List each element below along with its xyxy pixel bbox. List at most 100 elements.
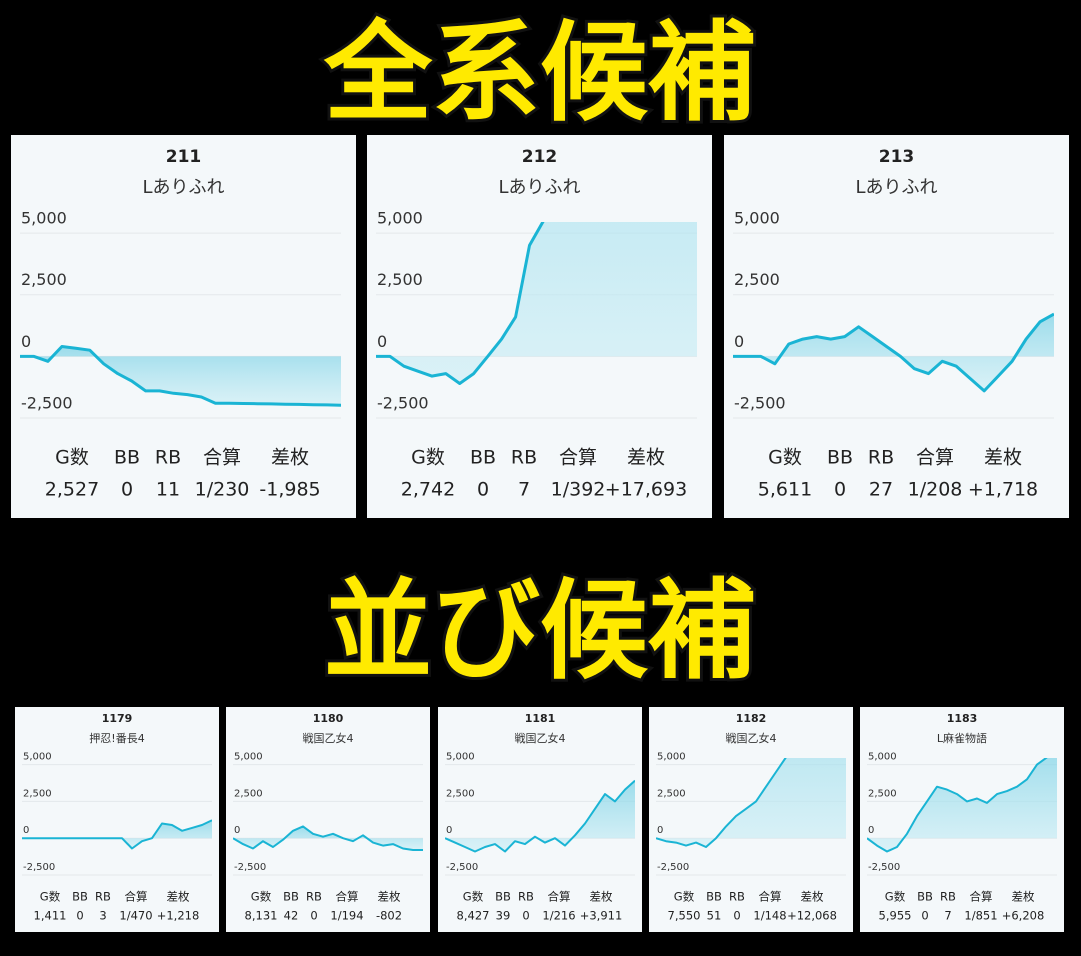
stat-value: -1,985 (259, 479, 320, 501)
stat-header: 差枚 (984, 447, 1022, 469)
stat-value: 7 (518, 479, 530, 501)
stat-header: 差枚 (271, 447, 309, 469)
stat-value: 1/148 (753, 909, 786, 923)
y-tick-label: 5,000 (868, 752, 897, 763)
stat-header: BB (917, 890, 933, 904)
y-tick-label: 0 (377, 332, 387, 351)
stat-value: +3,911 (580, 909, 623, 923)
stat-header: 差枚 (627, 447, 665, 469)
line (20, 345, 341, 407)
stat-header: G数 (885, 890, 906, 904)
chart-title: 1180 (313, 712, 344, 725)
y-tick-label: 2,500 (234, 788, 263, 799)
y-tick-label: 2,500 (734, 270, 780, 289)
stat-value: 5,955 (879, 909, 912, 923)
chart-title: 213 (879, 147, 915, 167)
heading: 並び候補 (324, 569, 756, 694)
y-tick-label: 5,000 (21, 209, 67, 228)
y-tick-label: 0 (446, 825, 452, 836)
stat-value: 11 (156, 479, 180, 501)
stat-value: +1,718 (968, 479, 1038, 501)
stat-header: BB (495, 890, 511, 904)
chart-card: 212 Lありふれ 5,000 2,500 0 -2,500 G数 BB RB 合算 差枚 2,742… (367, 135, 712, 518)
y-tick-label: 5,000 (234, 752, 263, 763)
plot (445, 779, 635, 853)
stat-value: 2,527 (45, 479, 99, 501)
stat-header: 合算 (970, 890, 993, 904)
card-background (226, 707, 430, 932)
stat-header: G数 (674, 890, 695, 904)
chart-subtitle: 戦国乙女4 (726, 731, 777, 745)
chart-title: 1183 (947, 712, 978, 725)
stat-header: BB (72, 890, 88, 904)
stat-header: G数 (40, 890, 61, 904)
y-tick-label: 2,500 (23, 788, 52, 799)
stat-value: +12,068 (787, 909, 837, 923)
stat-value: 2,742 (401, 479, 455, 501)
line (233, 825, 423, 851)
stat-value: 3 (99, 909, 106, 923)
line (376, 222, 545, 385)
area (445, 780, 635, 852)
stat-header: 差枚 (378, 890, 401, 904)
plot (233, 825, 423, 851)
stat-value: 0 (310, 909, 317, 923)
y-tick-label: 5,000 (23, 752, 52, 763)
chart-subtitle: 押忍!番長4 (89, 731, 144, 745)
chart-title: 212 (522, 147, 558, 167)
stat-value: 0 (834, 479, 846, 501)
stat-header: G数 (768, 447, 802, 469)
stat-header: 合算 (125, 890, 148, 904)
line (22, 819, 212, 850)
stat-value: 0 (733, 909, 740, 923)
chart-subtitle: Lありふれ (142, 177, 224, 198)
line (445, 779, 635, 853)
stat-header: RB (729, 890, 745, 904)
y-tick-label: 5,000 (734, 209, 780, 228)
plot (376, 222, 697, 385)
line (656, 758, 787, 848)
stat-header: 差枚 (1012, 890, 1035, 904)
y-tick-label: -2,500 (234, 862, 266, 873)
chart-card: 1183 L麻雀物語 5,000 2,500 0 -2,500 G数 BB RB 合算 差枚 5,95… (860, 707, 1064, 932)
stat-value: 8,131 (245, 909, 278, 923)
stat-value: 1/230 (195, 479, 250, 501)
chart-card: 211 Lありふれ 5,000 2,500 0 -2,500 G数 BB RB 合算 差枚 2,527… (11, 135, 356, 518)
stat-header: 合算 (759, 890, 782, 904)
stat-header: BB (470, 447, 496, 469)
y-tick-label: 2,500 (657, 788, 686, 799)
stat-value: 1/194 (330, 909, 363, 923)
plot (22, 819, 212, 850)
stat-header: BB (114, 447, 140, 469)
chart-card: 1180 戦国乙女4 5,000 2,500 0 -2,500 G数 BB RB 合算 差枚 8,13… (226, 707, 430, 932)
card-background (15, 707, 219, 932)
plot (733, 312, 1054, 393)
chart-subtitle: Lありふれ (855, 177, 937, 198)
stat-header: 合算 (916, 447, 954, 469)
stat-value: +6,208 (1002, 909, 1045, 923)
y-tick-label: -2,500 (23, 862, 55, 873)
chart-title: 1179 (102, 712, 133, 725)
chart-card: 1182 戦国乙女4 5,000 2,500 0 -2,500 G数 BB RB 合算 差枚 7,55… (649, 707, 853, 932)
stat-header: BB (827, 447, 853, 469)
stat-header: 合算 (336, 890, 359, 904)
plot (867, 758, 1057, 853)
y-tick-label: 0 (734, 332, 744, 351)
stat-value: +1,218 (157, 909, 200, 923)
chart-subtitle: 戦国乙女4 (515, 731, 566, 745)
chart-card: 1181 戦国乙女4 5,000 2,500 0 -2,500 G数 BB RB 合算 差枚 8,42… (438, 707, 642, 932)
stat-header: 差枚 (590, 890, 613, 904)
stat-value: -802 (376, 909, 402, 923)
card-background (11, 135, 356, 518)
chart-title: 1182 (736, 712, 767, 725)
stat-value: 1/216 (542, 909, 575, 923)
y-tick-label: 5,000 (446, 752, 475, 763)
area (656, 758, 846, 847)
stat-header: RB (940, 890, 956, 904)
stat-value: 7,550 (668, 909, 701, 923)
area (376, 222, 697, 384)
heading: 全系候補 (323, 11, 756, 136)
y-tick-label: 5,000 (377, 209, 423, 228)
stat-value: 0 (121, 479, 133, 501)
y-tick-label: 0 (868, 825, 874, 836)
